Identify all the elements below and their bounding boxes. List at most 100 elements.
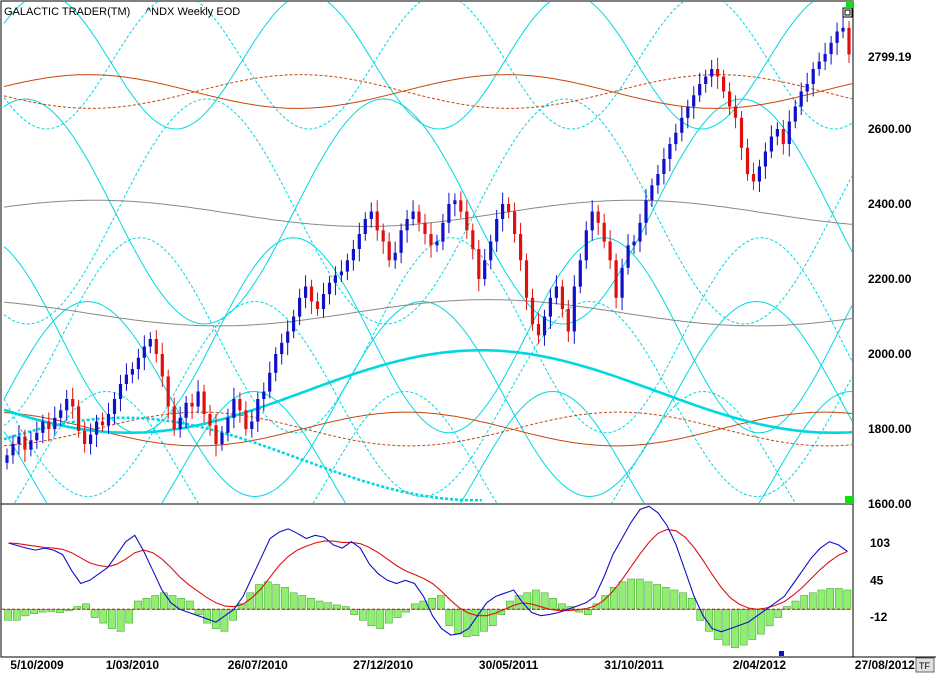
candle [83, 421, 87, 453]
candle [29, 431, 33, 457]
candle [793, 99, 797, 129]
histogram-bar [783, 606, 791, 610]
candle [662, 147, 666, 185]
candle [823, 42, 827, 71]
candle [590, 200, 594, 241]
candle [280, 333, 284, 365]
candle [112, 392, 117, 425]
histogram-bar [177, 598, 186, 610]
candle [160, 342, 164, 387]
oscillator [2, 505, 852, 649]
symbol-title: ^NDX Weekly EOD [146, 6, 240, 18]
candle [71, 387, 75, 419]
cycle-line-5 [3, 2, 852, 130]
histogram-bar [125, 609, 134, 624]
histogram-bar [298, 595, 307, 610]
histogram-bar [402, 609, 410, 613]
histogram-bar [393, 609, 402, 618]
candle [244, 401, 248, 436]
histogram-bar [687, 598, 696, 610]
candle [142, 335, 146, 371]
current-price-label: 2799.19 [868, 50, 912, 64]
candle [757, 159, 761, 192]
histogram-bar [151, 595, 160, 610]
candle [548, 288, 552, 329]
time-marker[interactable] [779, 651, 784, 656]
candle [447, 192, 451, 234]
cycle-line-11 [3, 74, 852, 109]
candle [405, 210, 409, 243]
histogram-bar [791, 600, 800, 610]
candle [148, 332, 152, 354]
oscillator-main-line [8, 505, 848, 636]
candle [453, 193, 457, 217]
histogram-bar [436, 595, 445, 610]
histogram-bar [185, 600, 194, 610]
candle [315, 292, 320, 316]
histogram-bar [324, 602, 333, 610]
candle [847, 21, 851, 63]
candle [423, 213, 427, 245]
histogram-bar [211, 609, 220, 629]
histogram-bar [713, 609, 722, 640]
histogram-bar [21, 609, 30, 617]
candle [351, 240, 355, 271]
candle [763, 142, 767, 179]
candle [339, 260, 343, 282]
candle [77, 399, 81, 438]
candle [345, 253, 349, 281]
y-tick-label: 1600.00 [868, 497, 912, 511]
candle [262, 382, 266, 412]
candle [507, 197, 511, 219]
histogram-bar [739, 609, 748, 646]
candle [393, 241, 397, 269]
histogram-bar [549, 598, 558, 610]
cycle-line-10 [3, 74, 852, 109]
x-tick-label: 2/04/2012 [733, 658, 787, 672]
candle [835, 22, 839, 56]
candle [184, 396, 188, 429]
histogram-bar [229, 609, 237, 621]
price-panel[interactable] [0, 0, 854, 505]
candle [5, 448, 9, 470]
candle [775, 122, 779, 146]
candle [333, 266, 337, 296]
candle [118, 375, 123, 412]
candle [220, 426, 224, 451]
histogram-bar [584, 609, 592, 616]
histogram-bar [488, 609, 497, 627]
candle [166, 369, 170, 419]
histogram-bar [843, 589, 852, 610]
histogram-bar [90, 609, 99, 618]
x-tick-label: 27/08/2012 [855, 658, 915, 672]
osc-y-tick-label: 103 [870, 536, 890, 550]
histogram-bar [237, 603, 246, 610]
cycle-line-2 [3, 98, 852, 325]
panel-maximize-button[interactable] [842, 7, 853, 18]
bottom-marker[interactable] [845, 496, 853, 504]
top-marker[interactable] [846, 1, 853, 8]
cycle-line-12 [3, 411, 852, 447]
candle [716, 57, 720, 89]
histogram-bar [272, 584, 281, 610]
histogram-bar [731, 609, 739, 649]
histogram-bar [160, 592, 168, 610]
histogram-bar [601, 595, 610, 610]
candle [602, 213, 606, 249]
candle [232, 387, 236, 429]
histogram-bar [350, 609, 359, 616]
candle [274, 347, 278, 382]
tf-button[interactable] [915, 657, 935, 673]
candle [805, 72, 809, 102]
histogram-bar [558, 603, 566, 610]
candle [190, 393, 194, 419]
candle [608, 230, 612, 269]
tf-button-label: TF [919, 661, 930, 671]
histogram-bar [532, 589, 540, 610]
candle [136, 348, 140, 380]
candle [369, 202, 373, 228]
candle [620, 258, 624, 311]
candle [65, 390, 69, 421]
